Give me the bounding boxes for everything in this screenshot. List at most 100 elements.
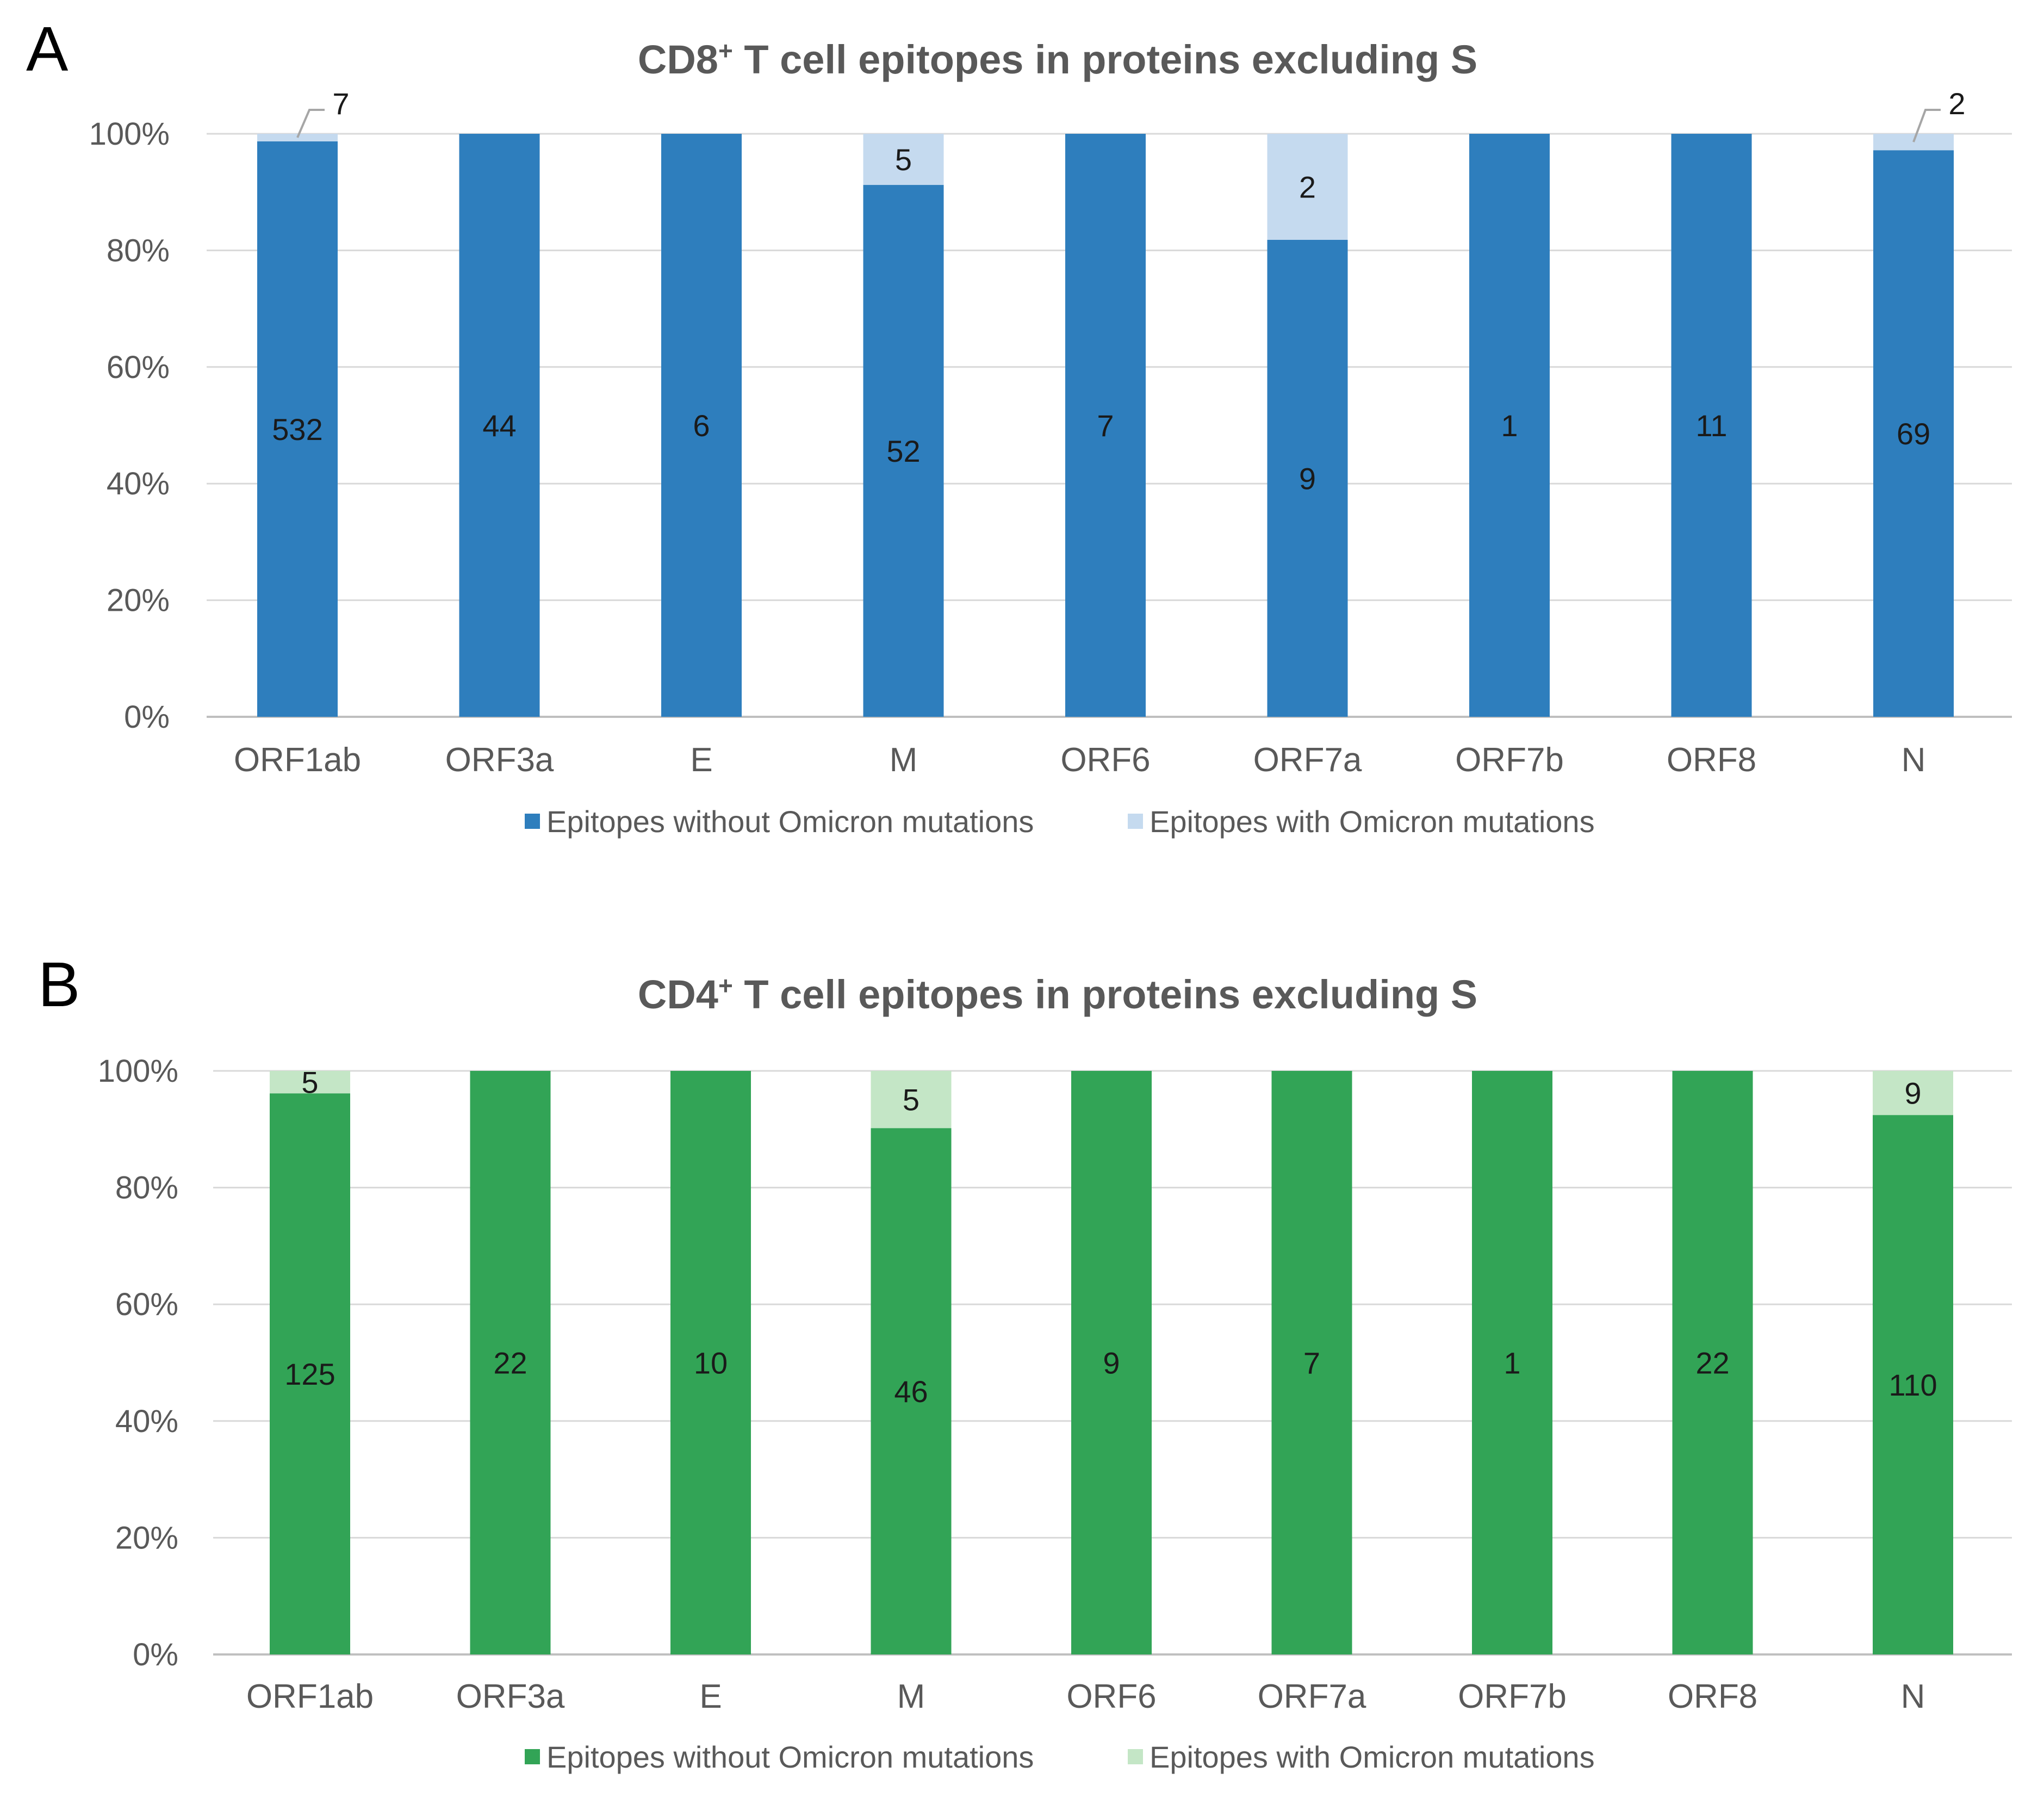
panel-b-chart: B CD4+ T cell epitopes in proteins exclu… (38, 949, 2012, 1774)
data-label: 110 (1888, 1368, 1937, 1402)
data-label: 22 (1695, 1346, 1729, 1380)
y-tick-label: 0% (133, 1637, 178, 1672)
x-category-label: ORF7b (1455, 741, 1564, 779)
x-category-label: ORF8 (1667, 741, 1756, 779)
panel-a-chart: A CD8+ T cell epitopes in proteins exclu… (26, 14, 2012, 839)
bar-segment-without-mutations (1472, 1071, 1552, 1654)
data-label: 5 (301, 1065, 318, 1100)
panel-letter: B (38, 949, 80, 1020)
x-category-label: E (699, 1678, 722, 1715)
title-rest: T cell epitopes in proteins excluding S (733, 37, 1477, 82)
data-label: 5 (895, 142, 912, 177)
x-category-label: ORF1ab (246, 1678, 374, 1715)
bar-segment-without-mutations (1672, 1071, 1753, 1654)
legend-label: Epitopes with Omicron mutations (1150, 1740, 1595, 1774)
y-axis-ticks: 0% 20% 40% 60% 80% 100% (89, 116, 170, 735)
bar-segment-with-mutations (1873, 1071, 1953, 1115)
data-label: 9 (1904, 1076, 1921, 1111)
data-label: 1 (1504, 1346, 1520, 1380)
bar-segment-without-mutations (1065, 134, 1146, 717)
bar-segment-with-mutations (863, 134, 944, 185)
x-category-label: M (897, 1678, 925, 1715)
x-category-label: ORF6 (1060, 741, 1150, 779)
panel-letter: A (26, 14, 69, 84)
data-label: 46 (894, 1374, 928, 1409)
bar-segment-without-mutations (1267, 239, 1348, 717)
x-category-label: ORF3a (456, 1678, 565, 1715)
chart-title: CD8+ T cell epitopes in proteins excludi… (638, 36, 1477, 82)
data-label: 2 (1299, 170, 1316, 204)
y-tick-label: 40% (107, 466, 170, 501)
data-label: 44 (482, 408, 516, 443)
data-label: 22 (493, 1346, 527, 1380)
bar-segment-without-mutations (670, 1071, 751, 1654)
y-tick-label: 60% (107, 350, 170, 385)
x-category-label: ORF8 (1668, 1678, 1757, 1715)
data-label: 7 (332, 86, 349, 121)
data-label: 5 (903, 1083, 920, 1117)
data-label: 532 (272, 412, 322, 447)
legend-swatch (1128, 814, 1143, 829)
y-tick-label: 40% (115, 1404, 178, 1439)
bar-segment-with-mutations (1267, 134, 1348, 240)
bar-segment-with-mutations (871, 1071, 952, 1129)
y-tick-label: 80% (115, 1170, 178, 1206)
legend: Epitopes without Omicron mutations Epitop… (525, 804, 1595, 839)
bar-segment-without-mutations (459, 134, 540, 717)
bar-segment-without-mutations (863, 185, 944, 717)
data-label: 69 (1897, 417, 1930, 451)
x-axis-categories: ORF1ab ORF3a E M ORF6 ORF7a ORF7b ORF8 N (246, 1678, 1925, 1715)
bars (270, 1071, 1953, 1654)
bar-segment-without-mutations (257, 141, 338, 717)
data-label: 6 (693, 408, 710, 443)
data-label: 10 (694, 1346, 728, 1380)
legend-label: Epitopes with Omicron mutations (1150, 804, 1595, 839)
bar-segment-without-mutations (270, 1093, 350, 1654)
label-leader-line (1912, 109, 1941, 142)
title-superscript: + (718, 36, 733, 65)
x-category-label: ORF1ab (234, 741, 361, 779)
legend: Epitopes without Omicron mutations Epitop… (525, 1740, 1595, 1774)
data-label: 125 (284, 1357, 335, 1391)
bar-segment-without-mutations (1469, 134, 1550, 717)
data-label: 2 (1948, 86, 1965, 121)
title-rest: T cell epitopes in proteins excluding S (733, 972, 1477, 1017)
legend-swatch (1128, 1749, 1143, 1764)
legend-swatch (525, 814, 540, 829)
x-category-label: ORF3a (445, 741, 554, 779)
x-category-label: ORF7a (1253, 741, 1362, 779)
y-tick-label: 60% (115, 1287, 178, 1322)
y-tick-label: 100% (98, 1053, 178, 1089)
bar-segment-without-mutations (1873, 1115, 1953, 1654)
label-leader-line (296, 109, 325, 138)
y-tick-label: 80% (107, 233, 170, 268)
data-label: 7 (1303, 1346, 1320, 1380)
legend-swatch (525, 1749, 540, 1764)
y-tick-label: 0% (124, 699, 170, 735)
title-superscript: + (718, 971, 733, 1000)
y-tick-label: 20% (107, 583, 170, 618)
x-category-label: N (1902, 741, 1926, 779)
bar-segment-without-mutations (1671, 134, 1752, 717)
data-label: 52 (886, 434, 920, 468)
bar-segment-without-mutations (1071, 1071, 1152, 1654)
x-category-label: ORF7b (1458, 1678, 1567, 1715)
x-axis-categories: ORF1ab ORF3a E M ORF6 ORF7a ORF7b ORF8 N (234, 741, 1926, 779)
x-category-label: M (890, 741, 918, 779)
bar-segment-without-mutations (871, 1128, 952, 1654)
chart-title: CD4+ T cell epitopes in proteins excludi… (638, 971, 1477, 1017)
bar-segment-with-mutations (270, 1071, 350, 1094)
x-category-label: N (1901, 1678, 1925, 1715)
y-tick-label: 100% (89, 116, 170, 152)
legend-label: Epitopes without Omicron mutations (546, 1740, 1034, 1774)
data-label: 7 (1097, 408, 1114, 443)
y-axis-ticks: 0% 20% 40% 60% 80% 100% (98, 1053, 178, 1672)
legend-label: Epitopes without Omicron mutations (546, 804, 1034, 839)
bar-segment-without-mutations (661, 134, 742, 717)
bar-segment-without-mutations (470, 1071, 551, 1654)
data-label: 9 (1103, 1346, 1120, 1380)
data-label: 9 (1299, 461, 1316, 495)
data-label: 1 (1501, 408, 1518, 443)
data-label: 11 (1695, 408, 1727, 443)
